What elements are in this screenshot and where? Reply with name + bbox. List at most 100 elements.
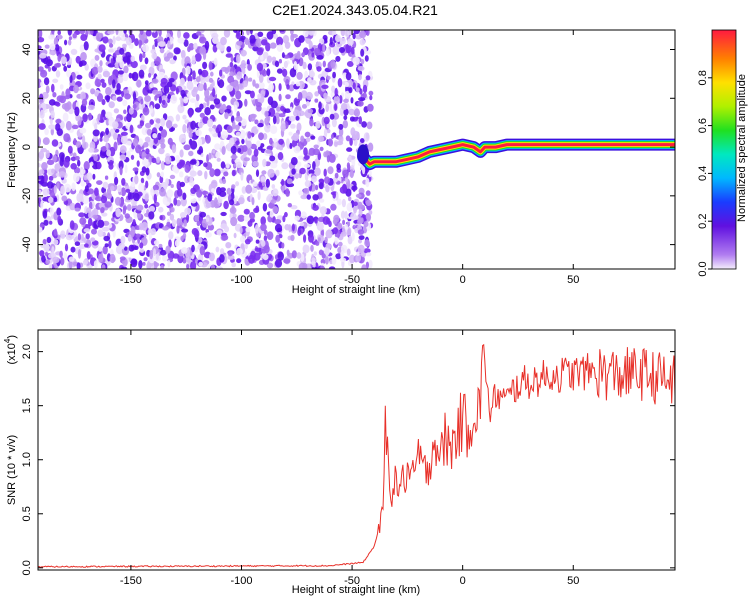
- noise-speckle: [175, 87, 179, 95]
- noise-speckle: [315, 241, 320, 246]
- noise-speckle: [191, 55, 196, 65]
- noise-speckle: [333, 214, 340, 223]
- noise-speckle: [329, 102, 333, 112]
- noise-speckle: [229, 61, 234, 68]
- noise-speckle: [255, 239, 260, 244]
- noise-speckle: [45, 150, 50, 159]
- noise-speckle: [283, 258, 291, 264]
- noise-speckle: [183, 96, 189, 104]
- noise-speckle: [240, 49, 247, 57]
- noise-speckle: [38, 137, 41, 147]
- noise-speckle: [184, 56, 191, 66]
- noise-speckle: [319, 146, 324, 152]
- noise-speckle: [311, 175, 317, 183]
- noise-speckle: [302, 30, 309, 38]
- noise-speckle: [293, 145, 301, 154]
- noise-speckle: [168, 231, 174, 240]
- noise-speckle: [302, 61, 307, 70]
- noise-speckle: [87, 218, 93, 227]
- noise-speckle: [318, 182, 324, 190]
- noise-speckle: [149, 205, 155, 213]
- noise-speckle: [91, 66, 99, 75]
- noise-speckle: [176, 224, 180, 234]
- noise-speckle: [181, 247, 188, 254]
- noise-speckle: [228, 137, 235, 147]
- noise-speckle: [151, 52, 157, 60]
- noise-speckle: [367, 142, 374, 152]
- noise-speckle: [358, 239, 362, 244]
- noise-speckle: [209, 168, 215, 178]
- noise-speckle: [252, 79, 256, 87]
- noise-speckle: [142, 44, 149, 53]
- noise-speckle: [192, 70, 196, 80]
- noise-speckle: [332, 191, 337, 199]
- noise-speckle: [73, 84, 79, 94]
- noise-speckle: [108, 38, 113, 45]
- noise-speckle: [290, 30, 294, 35]
- noise-speckle: [139, 53, 143, 63]
- noise-speckle: [254, 224, 259, 234]
- noise-speckle: [50, 128, 54, 136]
- noise-speckle: [109, 43, 114, 48]
- noise-speckle: [261, 170, 267, 175]
- noise-speckle: [115, 55, 124, 63]
- noise-speckle: [257, 93, 262, 99]
- noise-speckle: [233, 232, 237, 239]
- noise-speckle: [239, 235, 246, 243]
- noise-speckle: [347, 38, 354, 46]
- y-tick-label: 20: [21, 92, 33, 104]
- noise-speckle: [344, 30, 350, 38]
- noise-speckle: [160, 264, 165, 269]
- noise-speckle: [244, 98, 248, 107]
- noise-speckle: [115, 30, 119, 36]
- x-tick-label: -100: [230, 575, 252, 587]
- noise-speckle: [158, 223, 164, 229]
- noise-speckle: [251, 126, 259, 135]
- noise-speckle: [168, 239, 172, 248]
- noise-speckle: [357, 66, 365, 71]
- noise-speckle: [332, 45, 340, 56]
- noise-speckle: [44, 244, 50, 250]
- noise-speckle: [148, 232, 152, 242]
- noise-speckle: [359, 30, 367, 39]
- noise-speckle: [344, 223, 349, 230]
- noise-speckle: [132, 167, 139, 172]
- snr-x-ticks: -150 -100 -50 0 50: [120, 330, 579, 587]
- noise-speckle: [350, 97, 354, 104]
- noise-speckle: [151, 78, 159, 84]
- noise-speckle: [357, 244, 365, 254]
- noise-speckle: [352, 130, 360, 140]
- noise-speckle: [129, 124, 134, 134]
- noise-speckle: [247, 131, 252, 139]
- noise-speckle: [186, 264, 190, 269]
- noise-speckle: [287, 203, 292, 208]
- noise-speckle: [106, 149, 111, 157]
- noise-speckle: [249, 211, 255, 220]
- noise-speckle: [276, 44, 284, 52]
- noise-speckle: [281, 242, 285, 249]
- noise-speckle: [96, 93, 104, 102]
- noise-speckle: [239, 130, 246, 140]
- noise-speckle: [145, 167, 150, 176]
- noise-speckle: [315, 120, 321, 129]
- noise-speckle: [160, 160, 165, 171]
- noise-speckle: [160, 171, 165, 178]
- noise-speckle: [130, 258, 138, 268]
- noise-speckle: [290, 205, 298, 210]
- noise-speckle: [311, 52, 315, 58]
- noise-speckle: [281, 178, 285, 187]
- noise-speckle: [94, 54, 100, 61]
- noise-speckle: [156, 172, 161, 178]
- noise-speckle: [234, 104, 238, 113]
- noise-speckle: [322, 216, 330, 225]
- noise-speckle: [70, 48, 78, 56]
- noise-speckle: [199, 46, 207, 55]
- noise-speckle: [88, 211, 93, 220]
- noise-speckle: [270, 199, 277, 204]
- spectrogram-x-ticks: -150 -100 -50 0 50: [120, 30, 579, 286]
- noise-speckle: [280, 123, 286, 132]
- noise-speckle: [260, 55, 264, 61]
- noise-speckle: [61, 154, 65, 163]
- noise-speckle: [93, 154, 98, 162]
- noise-speckle: [208, 77, 214, 83]
